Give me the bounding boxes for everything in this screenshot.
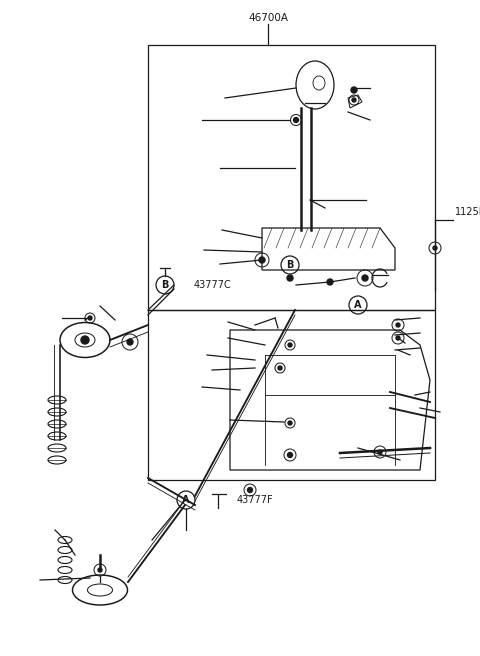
Circle shape [81, 336, 89, 344]
Text: A: A [182, 495, 190, 505]
Bar [148, 310, 435, 480]
Circle shape [433, 246, 437, 250]
Circle shape [259, 257, 265, 263]
Text: B: B [286, 260, 294, 270]
Circle shape [248, 487, 252, 493]
Circle shape [352, 98, 356, 102]
Circle shape [396, 336, 400, 340]
Text: A: A [354, 300, 362, 310]
Circle shape [278, 366, 282, 370]
Circle shape [127, 339, 133, 345]
Circle shape [327, 279, 333, 285]
Circle shape [288, 343, 292, 347]
Circle shape [396, 323, 400, 327]
Circle shape [351, 87, 357, 93]
Circle shape [98, 568, 102, 572]
Circle shape [88, 316, 92, 320]
Bar [148, 45, 435, 310]
Circle shape [288, 421, 292, 425]
Text: 1125DE: 1125DE [455, 207, 480, 217]
Text: 46700A: 46700A [248, 13, 288, 23]
Text: B: B [161, 280, 168, 290]
Circle shape [293, 117, 299, 123]
Text: 43777C: 43777C [194, 280, 232, 290]
Circle shape [287, 275, 293, 281]
Circle shape [288, 453, 292, 457]
Circle shape [378, 450, 382, 454]
Text: 43777F: 43777F [237, 495, 274, 505]
Circle shape [362, 275, 368, 281]
